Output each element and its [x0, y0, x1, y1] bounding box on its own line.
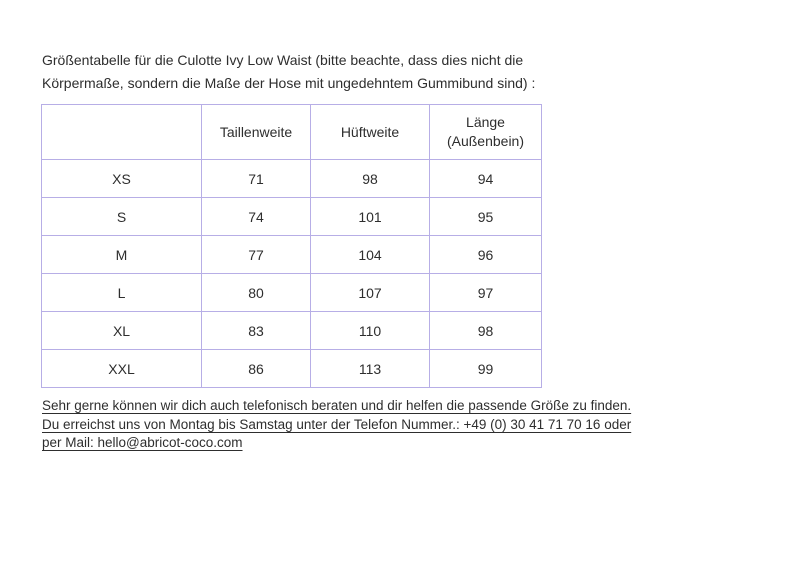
size-label: M [41, 235, 202, 274]
size-label: S [41, 197, 202, 236]
contact-line-2: Du erreichst uns von Montag bis Samstag … [42, 416, 632, 432]
table-row: XS 71 98 94 [41, 159, 542, 198]
header-laenge-aussenbein: Länge (Außenbein) [429, 104, 542, 160]
header-hueftweite: Hüftweite [310, 104, 430, 160]
taillenweite-value: 86 [201, 349, 311, 388]
laenge-value: 97 [429, 273, 542, 312]
size-label: XL [41, 311, 202, 350]
header-size-column [41, 104, 202, 160]
laenge-value: 99 [429, 349, 542, 388]
table-row: XL 83 110 98 [41, 311, 542, 350]
hueftweite-value: 107 [310, 273, 430, 312]
taillenweite-value: 71 [201, 159, 311, 198]
size-table: Taillenweite Hüftweite Länge (Außenbein)… [41, 104, 542, 388]
taillenweite-value: 74 [201, 197, 311, 236]
taillenweite-value: 83 [201, 311, 311, 350]
table-row: L 80 107 97 [41, 273, 542, 312]
hueftweite-value: 98 [310, 159, 430, 198]
laenge-value: 98 [429, 311, 542, 350]
size-label: L [41, 273, 202, 312]
intro-text: Größentabelle für die Culotte Ivy Low Wa… [42, 52, 536, 91]
contact-line-1: Sehr gerne können wir dich auch telefoni… [42, 398, 632, 413]
laenge-value: 94 [429, 159, 542, 198]
table-header-row: Taillenweite Hüftweite Länge (Außenbein) [41, 104, 542, 160]
laenge-value: 96 [429, 235, 542, 274]
header-taillenweite: Taillenweite [201, 104, 311, 160]
hueftweite-value: 113 [310, 349, 430, 388]
taillenweite-value: 80 [201, 273, 311, 312]
hueftweite-value: 101 [310, 197, 430, 236]
hueftweite-value: 110 [310, 311, 430, 350]
table-row: XXL 86 113 99 [41, 349, 542, 388]
hueftweite-value: 104 [310, 235, 430, 274]
table-row: S 74 101 95 [41, 197, 542, 236]
size-label: XS [41, 159, 202, 198]
laenge-value: 95 [429, 197, 542, 236]
table-row: M 77 104 96 [41, 235, 542, 274]
taillenweite-value: 77 [201, 235, 311, 274]
contact-line-3: per Mail: hello@abricot-coco.com [42, 435, 243, 451]
size-label: XXL [41, 349, 202, 388]
contact-note: Sehr gerne können wir dich auch telefoni… [42, 397, 702, 453]
